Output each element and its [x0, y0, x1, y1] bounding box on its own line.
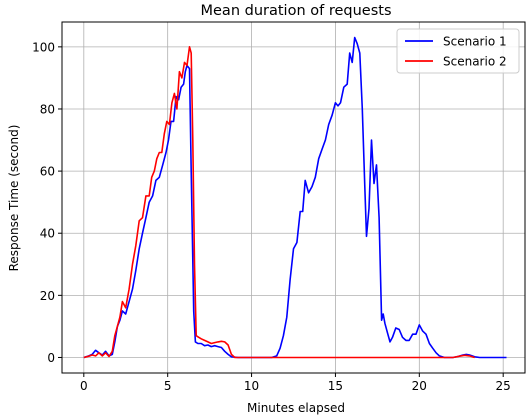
x-tick-label: 0	[80, 379, 88, 393]
x-tick-label: 10	[244, 379, 259, 393]
ticks: 0 5 10 15 20 25 0 20 40 60 80 100	[32, 40, 511, 393]
chart-title: Mean duration of requests	[201, 3, 392, 19]
legend: Scenario 1 Scenario 2	[396, 28, 520, 74]
x-tick-label: 15	[328, 379, 343, 393]
series-line-2	[83, 46, 475, 359]
series-line-1	[83, 36, 507, 359]
legend-box	[396, 28, 520, 74]
x-tick-label: 25	[496, 379, 511, 393]
legend-label: Scenario 2	[443, 55, 507, 69]
y-tick-label: 100	[32, 40, 55, 54]
x-tick-label: 20	[412, 379, 427, 393]
series-layer	[83, 36, 507, 359]
y-axis-label: Response Time (second)	[7, 125, 21, 272]
x-tick-label: 5	[164, 379, 172, 393]
y-tick-label: 40	[40, 227, 55, 241]
y-tick-label: 80	[40, 102, 55, 116]
grid	[62, 22, 525, 373]
y-tick-label: 0	[47, 351, 55, 365]
x-axis-label: Minutes elapsed	[247, 401, 345, 415]
y-tick-label: 20	[40, 289, 55, 303]
plot-frame	[61, 21, 526, 374]
legend-label: Scenario 1	[443, 35, 507, 49]
y-tick-label: 60	[40, 165, 55, 179]
